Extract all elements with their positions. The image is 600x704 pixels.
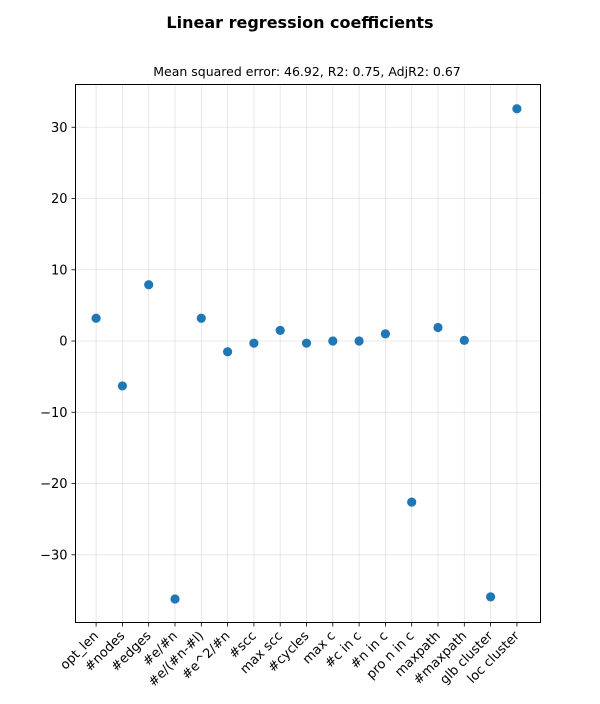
- data-point: [433, 322, 443, 333]
- data-point: [91, 313, 101, 323]
- data-point: [407, 497, 417, 507]
- chart-subtitle: Mean squared error: 46.92, R2: 0.75, Adj…: [153, 64, 460, 79]
- axis-layer: opt_len#nodes#edges#e/#n#e/(#n-#l)#e^2/#…: [40, 121, 523, 690]
- y-tick-label: −30: [40, 548, 67, 563]
- data-point: [275, 325, 285, 335]
- data-point: [512, 104, 522, 114]
- plot-frame: [75, 84, 541, 623]
- y-tick-label: 0: [59, 335, 67, 350]
- points-layer: [91, 104, 522, 604]
- y-tick-label: −20: [40, 477, 67, 492]
- data-point: [459, 335, 469, 345]
- data-point: [223, 347, 233, 357]
- y-tick-label: 10: [51, 263, 68, 278]
- data-point: [328, 336, 338, 346]
- data-point: [301, 338, 312, 348]
- data-point: [380, 329, 390, 339]
- data-point: [117, 381, 127, 391]
- data-point: [486, 592, 496, 602]
- data-point: [170, 594, 180, 604]
- y-tick-label: 30: [51, 121, 68, 136]
- data-point: [354, 336, 364, 346]
- y-tick-label: 20: [51, 192, 68, 207]
- data-point: [249, 338, 259, 348]
- grid-layer: [75, 84, 541, 623]
- data-point: [144, 280, 154, 290]
- data-point: [196, 313, 206, 323]
- y-tick-label: −10: [40, 406, 67, 421]
- chart-title: Linear regression coefficients: [166, 13, 433, 32]
